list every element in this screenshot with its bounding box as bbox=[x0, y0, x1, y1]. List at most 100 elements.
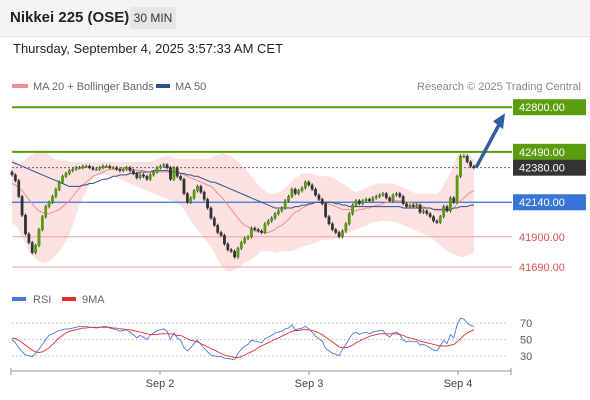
candle-body-down bbox=[179, 176, 182, 180]
candle bbox=[300, 186, 304, 193]
timestamp: Thursday, September 4, 2025 3:57:33 AM C… bbox=[13, 41, 284, 56]
candle-body-up bbox=[361, 200, 365, 204]
candle-body-down bbox=[256, 229, 260, 232]
candle-body-down bbox=[320, 199, 324, 204]
candle bbox=[138, 173, 142, 180]
candle bbox=[432, 214, 435, 223]
candle bbox=[314, 187, 317, 197]
candle-body-up bbox=[34, 245, 37, 253]
candle-body-up bbox=[287, 196, 290, 201]
candle bbox=[24, 213, 27, 236]
candle bbox=[10, 170, 14, 177]
candle bbox=[17, 178, 21, 199]
candle bbox=[158, 164, 162, 170]
candle-body-down bbox=[233, 250, 236, 258]
candle-body-up bbox=[138, 174, 142, 178]
rsi-tick-label-50: 50 bbox=[520, 335, 532, 347]
candle bbox=[337, 230, 341, 239]
candle bbox=[132, 168, 135, 176]
candle bbox=[452, 196, 456, 204]
timeframe-badge[interactable]: 30 MIN bbox=[130, 7, 176, 29]
candle-body-up bbox=[239, 242, 243, 249]
candle-body-down bbox=[115, 167, 118, 170]
candle bbox=[351, 203, 354, 216]
candle bbox=[263, 222, 267, 235]
rsi-legend-label: RSI bbox=[33, 294, 51, 306]
candle bbox=[57, 180, 61, 192]
candle bbox=[51, 194, 54, 204]
candle-body-down bbox=[307, 181, 311, 186]
projection-arrow-shaft bbox=[474, 118, 504, 169]
candle-body-down bbox=[445, 206, 449, 212]
rsi-tick-label-30: 30 bbox=[520, 351, 532, 363]
candle bbox=[449, 196, 452, 213]
candle bbox=[401, 194, 405, 206]
candle-body-down bbox=[145, 176, 149, 180]
candle bbox=[162, 163, 166, 168]
candle-body-down bbox=[327, 216, 331, 225]
candle bbox=[179, 174, 182, 181]
candle bbox=[206, 197, 209, 210]
candle-body-up bbox=[391, 194, 395, 201]
candle-body-up bbox=[408, 204, 412, 207]
candle-body-down bbox=[405, 203, 408, 207]
candle bbox=[435, 219, 439, 225]
research-credit: Research © 2025 Trading Central bbox=[417, 81, 581, 93]
candle-body-down bbox=[219, 232, 223, 236]
candle bbox=[290, 187, 294, 199]
candle-body-up bbox=[155, 167, 159, 173]
candle-body-up bbox=[459, 155, 462, 177]
candle bbox=[304, 180, 307, 190]
candle-body-down bbox=[428, 213, 432, 217]
candle-body-up bbox=[236, 248, 240, 258]
candle-body-up bbox=[67, 170, 71, 174]
candle bbox=[266, 219, 270, 226]
candle-body-up bbox=[250, 227, 253, 238]
candle bbox=[371, 196, 375, 203]
candle bbox=[91, 165, 95, 171]
candle-body-up bbox=[277, 210, 280, 214]
candle bbox=[327, 214, 331, 226]
candle bbox=[368, 197, 371, 203]
candle bbox=[67, 168, 71, 176]
candle-body-up bbox=[273, 213, 277, 219]
candle-body-up bbox=[374, 196, 378, 199]
candle bbox=[111, 165, 115, 170]
candle-body-down bbox=[108, 166, 112, 168]
candle bbox=[442, 204, 446, 219]
candle-body-up bbox=[422, 210, 425, 213]
candle bbox=[64, 171, 68, 179]
candle-body-down bbox=[435, 220, 439, 223]
candle-body-up bbox=[162, 164, 166, 167]
candle-body-down bbox=[223, 235, 226, 245]
ma20-legend-swatch bbox=[12, 84, 28, 88]
candle-body-up bbox=[364, 199, 368, 202]
candle-body-down bbox=[209, 207, 213, 219]
ma20-legend-label: MA 20 + Bollinger Bands bbox=[33, 81, 154, 93]
candle bbox=[185, 191, 189, 204]
ma9-legend-label: 9MA bbox=[82, 294, 105, 306]
rsi-plot-area: 70 50 30 bbox=[11, 317, 532, 363]
candle bbox=[297, 188, 301, 196]
candle bbox=[169, 165, 172, 181]
candle bbox=[37, 227, 41, 248]
level-tag-42490 bbox=[513, 143, 586, 160]
candle bbox=[361, 199, 365, 206]
candle bbox=[253, 226, 257, 232]
candle-body-up bbox=[341, 230, 344, 237]
candle-body-down bbox=[132, 170, 135, 174]
candle-body-down bbox=[88, 166, 91, 168]
candle-body-down bbox=[388, 197, 392, 201]
instrument-title: Nikkei 225 (OSE) bbox=[10, 9, 130, 26]
candle bbox=[74, 165, 78, 171]
candle bbox=[196, 184, 199, 193]
candle-body-up bbox=[47, 202, 51, 207]
candle-body-up bbox=[71, 168, 75, 171]
candle-body-down bbox=[10, 171, 14, 176]
candle-body-up bbox=[354, 200, 358, 206]
candle bbox=[202, 190, 206, 202]
candle-body-up bbox=[40, 216, 44, 230]
level-label-41900: 41900.00 bbox=[519, 232, 565, 244]
9ma-line bbox=[11, 326, 475, 358]
candle-body-down bbox=[337, 232, 341, 237]
